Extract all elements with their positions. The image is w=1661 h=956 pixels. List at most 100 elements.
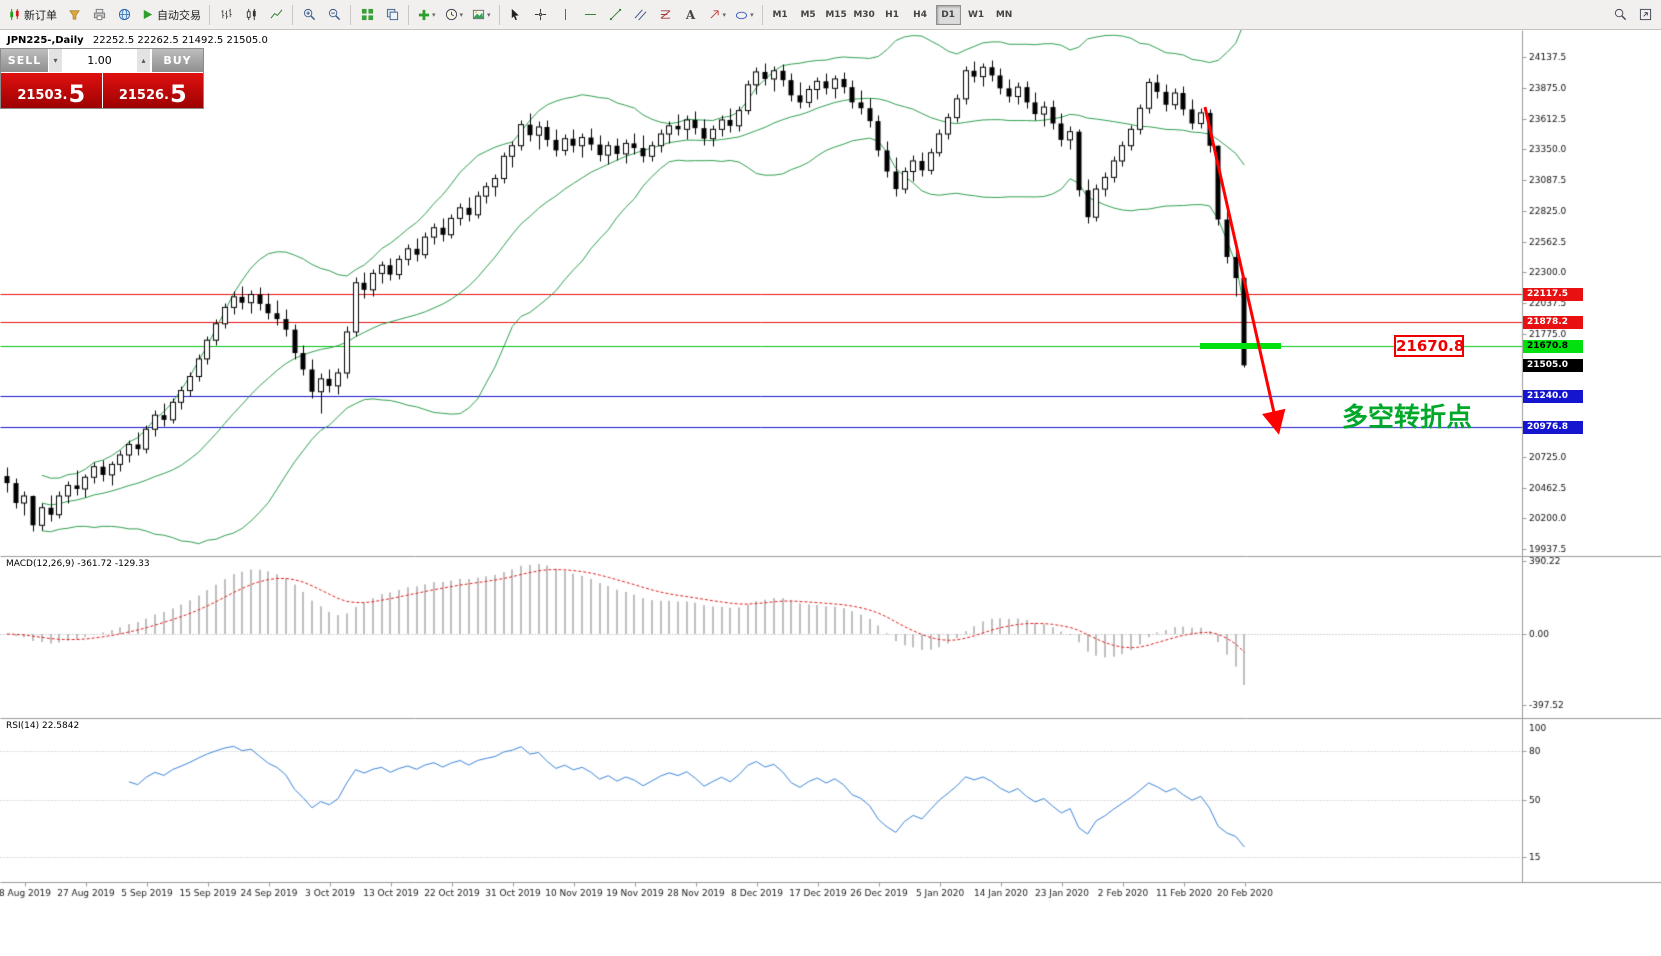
buy-price-button[interactable]: 21526. 5 xyxy=(101,73,203,108)
toolbar-separator xyxy=(498,4,500,25)
tf-button-w1[interactable]: W1 xyxy=(967,9,985,20)
ellipse-shape-icon xyxy=(735,11,748,20)
arrow-object-icon xyxy=(710,10,719,19)
zoom-in-icon xyxy=(303,8,315,21)
vertical-line-icon xyxy=(565,8,567,21)
new-order-button[interactable]: 新订单 xyxy=(4,3,61,27)
templates-button[interactable]: ▾ xyxy=(468,3,495,27)
triangle-up-icon: ▴ xyxy=(141,56,146,65)
candlestick-chart-button[interactable] xyxy=(239,3,263,27)
play-icon xyxy=(143,9,153,20)
chart-window: JPN225-,Daily 22252.5 22262.5 21492.5 21… xyxy=(0,30,1661,956)
toolbar-separator xyxy=(292,4,293,25)
macd-indicator-label: MACD(12,26,9) -361.72 -129.33 xyxy=(6,559,150,569)
print-button[interactable] xyxy=(87,3,111,27)
trendline-icon xyxy=(609,8,622,21)
trendline-button[interactable] xyxy=(604,3,628,27)
cursor-button[interactable] xyxy=(504,3,528,27)
rsi-value: 22.5842 xyxy=(41,721,80,731)
ohlc-bars-icon xyxy=(220,8,232,20)
line-chart-button[interactable] xyxy=(264,3,288,27)
buy-price-pips: 5 xyxy=(169,80,187,108)
order-panel-header: SELL ▾ 1.00 ▴ BUY xyxy=(1,49,203,72)
crosshair-button[interactable] xyxy=(529,3,553,27)
shapes-button[interactable]: ▾ xyxy=(731,3,758,27)
volume-increase-button[interactable]: ▴ xyxy=(136,49,151,72)
new-order-label: 新订单 xyxy=(24,8,57,22)
search-button[interactable] xyxy=(1608,3,1632,27)
cascade-windows-icon xyxy=(386,8,398,21)
zoom-in-button[interactable] xyxy=(297,3,321,27)
sell-button[interactable]: SELL xyxy=(1,49,48,72)
tf-button-d1[interactable]: D1 xyxy=(935,4,961,25)
tf-button-m15[interactable]: M15 xyxy=(825,9,847,20)
sell-price-button[interactable]: 21503. 5 xyxy=(1,73,102,108)
new-order-icon xyxy=(10,8,19,21)
expand-window-icon xyxy=(1639,8,1651,21)
one-click-trading-panel: SELL ▾ 1.00 ▴ BUY 21503. 5 21526. 5 xyxy=(0,48,204,109)
tf-button-m5[interactable]: M5 xyxy=(800,9,816,20)
candlestick-icon xyxy=(246,8,256,21)
template-image-icon xyxy=(472,9,485,20)
crosshair-icon xyxy=(534,8,547,21)
zoom-out-button[interactable] xyxy=(322,3,346,27)
sell-price-pips: 5 xyxy=(68,80,86,108)
tf-button-m30[interactable]: M30 xyxy=(853,9,875,20)
tf-button-h4[interactable]: H4 xyxy=(913,9,927,20)
market-depth-button[interactable] xyxy=(62,3,86,27)
autotrading-label: 自动交易 xyxy=(157,8,201,22)
toolbar-separator xyxy=(761,4,763,25)
rsi-indicator-label: RSI(14) 22.5842 xyxy=(6,721,79,731)
zoom-out-icon xyxy=(328,8,340,21)
periods-button[interactable]: ▾ xyxy=(441,3,468,27)
globe-icon xyxy=(118,8,130,21)
arrows-button[interactable]: ▾ xyxy=(704,3,731,27)
buy-price-base: 21526. xyxy=(118,88,169,103)
horizontal-line-icon xyxy=(584,14,597,15)
channel-button[interactable] xyxy=(629,3,653,27)
toolbar-separator xyxy=(350,4,351,25)
text-button[interactable]: A xyxy=(679,3,703,27)
line-chart-icon xyxy=(270,9,282,19)
cascade-windows-button[interactable] xyxy=(380,3,404,27)
cursor-icon xyxy=(511,8,519,21)
volume-input[interactable]: 1.00 xyxy=(63,49,136,72)
vertical-line-button[interactable] xyxy=(554,3,578,27)
volume-decrease-button[interactable]: ▾ xyxy=(48,49,63,72)
support-highlight-zone xyxy=(1200,343,1281,349)
tf-button-h1[interactable]: H1 xyxy=(885,9,899,20)
toolbar-separator xyxy=(209,4,210,25)
price-chart-canvas[interactable] xyxy=(0,30,1661,900)
toolbar-separator xyxy=(408,4,409,25)
autotrading-button[interactable]: 自动交易 xyxy=(137,3,205,27)
chevron-down-icon: ▾ xyxy=(459,10,464,19)
macd-name: MACD(12,26,9) xyxy=(6,559,75,569)
fibonacci-button[interactable] xyxy=(654,3,678,27)
indicator-plus-icon xyxy=(418,9,430,21)
chevron-down-icon: ▾ xyxy=(722,10,727,19)
tile-windows-button[interactable] xyxy=(355,3,379,27)
macd-values: -361.72 -129.33 xyxy=(77,559,150,569)
funnel-icon xyxy=(68,10,80,20)
preview-button[interactable] xyxy=(112,3,136,27)
sell-price-base: 21503. xyxy=(17,88,68,103)
ohlc-values: 22252.5 22262.5 21492.5 21505.0 xyxy=(92,35,268,46)
tf-button-mn[interactable]: MN xyxy=(995,9,1013,20)
trend-arrow xyxy=(1203,106,1286,435)
symbol-period-label: JPN225-,Daily xyxy=(7,35,84,46)
indicators-button[interactable]: ▾ xyxy=(413,3,440,27)
level-price-callout: 21670.8 xyxy=(1394,335,1465,357)
turning-point-annotation: 多空转折点 xyxy=(1342,403,1473,433)
text-icon: A xyxy=(685,7,696,22)
main-toolbar: 新订单 自动交易 ▾ ▾ ▾ xyxy=(0,0,1661,30)
tile-grid-icon xyxy=(361,8,373,21)
horizontal-line-button[interactable] xyxy=(579,3,603,27)
bar-chart-button[interactable] xyxy=(214,3,238,27)
buy-button[interactable]: BUY xyxy=(151,49,203,72)
new-window-button[interactable] xyxy=(1633,3,1657,27)
tf-button-m1[interactable]: M1 xyxy=(772,9,788,20)
triangle-down-icon: ▾ xyxy=(53,56,58,65)
chevron-down-icon: ▾ xyxy=(750,10,754,19)
chevron-down-icon: ▾ xyxy=(432,10,436,19)
fibonacci-icon xyxy=(660,10,671,19)
